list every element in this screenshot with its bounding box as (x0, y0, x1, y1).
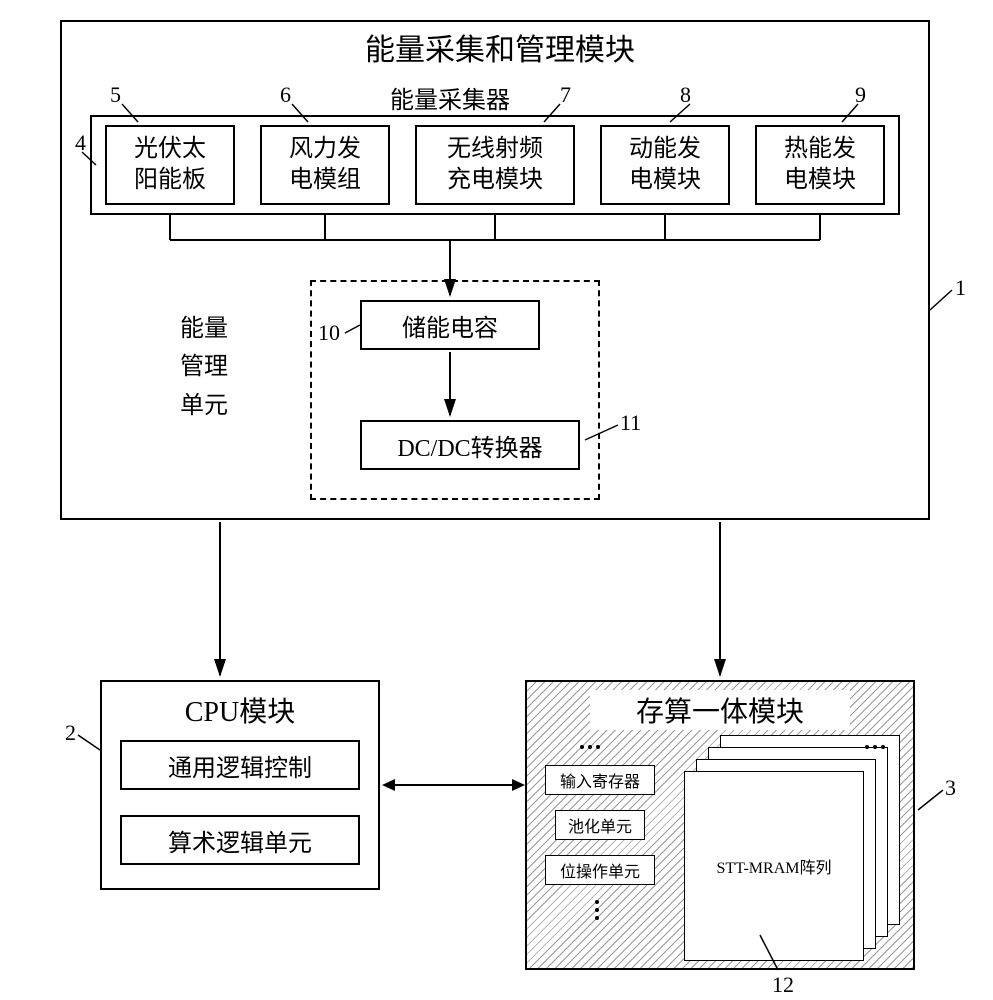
mgmt-unit-label: 能量 管理 单元 (180, 310, 228, 425)
num-4: 4 (75, 130, 86, 156)
stack-card-0: STT-MRAM阵列 (684, 771, 864, 961)
collector-item-thermal: 热能发 电模块 (755, 125, 885, 205)
cpu-item1-label: 通用逻辑控制 (168, 748, 312, 783)
num-1: 1 (955, 275, 966, 301)
collector-item-wind: 风力发 电模组 (260, 125, 390, 205)
cpu-item2-label: 算术逻辑单元 (168, 823, 312, 858)
num-10: 10 (318, 320, 340, 346)
num-2: 2 (65, 720, 76, 746)
collector-item-6-l1: 风力发 (289, 134, 361, 165)
pool-unit: 池化单元 (555, 810, 645, 840)
collector-item-8-l2: 电模块 (629, 165, 701, 196)
num-6: 6 (280, 82, 291, 108)
dcdc-label: DC/DC转换器 (397, 428, 542, 463)
cap-label: 储能电容 (402, 308, 498, 343)
stack-dots (865, 745, 885, 749)
dcdc: DC/DC转换器 (360, 420, 580, 470)
memcomp-title: 存算一体模块 (590, 690, 850, 730)
cpu-item2: 算术逻辑单元 (120, 815, 360, 865)
reg-label: 输入寄存器 (560, 768, 640, 792)
collector-item-rf: 无线射频 充电模块 (415, 125, 575, 205)
num-12: 12 (772, 972, 794, 998)
storage-cap: 储能电容 (360, 300, 540, 350)
cpu-title: CPU模块 (150, 690, 330, 730)
collector-item-7-l2: 充电模块 (447, 165, 543, 196)
collector-item-8-l1: 动能发 (629, 134, 701, 165)
cpu-item1: 通用逻辑控制 (120, 740, 360, 790)
module1-title: 能量采集和管理模块 (300, 25, 700, 69)
num-8: 8 (680, 82, 691, 108)
num-5: 5 (110, 82, 121, 108)
bitop-label: 位操作单元 (560, 858, 640, 882)
collector-item-5-l1: 光伏太 (134, 134, 206, 165)
collector-item-kinetic: 动能发 电模块 (600, 125, 730, 205)
num-7: 7 (560, 82, 571, 108)
bitop-unit: 位操作单元 (545, 855, 655, 885)
mgmt-l1: 能量 (180, 310, 228, 348)
top-dots (580, 745, 600, 749)
collector-title: 能量采集器 (350, 80, 550, 115)
input-reg: 输入寄存器 (545, 765, 655, 795)
num-11: 11 (620, 410, 641, 436)
collector-item-9-l1: 热能发 (784, 134, 856, 165)
collector-item-6-l2: 电模组 (289, 165, 361, 196)
mgmt-l3: 单元 (180, 387, 228, 425)
num-3: 3 (945, 775, 956, 801)
bot-dots (595, 900, 599, 920)
array-label: STT-MRAM阵列 (717, 854, 832, 878)
collector-item-solar: 光伏太 阳能板 (105, 125, 235, 205)
pool-label: 池化单元 (568, 813, 632, 837)
mgmt-l2: 管理 (180, 348, 228, 386)
collector-item-5-l2: 阳能板 (134, 165, 206, 196)
collector-item-9-l2: 电模块 (784, 165, 856, 196)
collector-item-7-l1: 无线射频 (447, 134, 543, 165)
num-9: 9 (855, 82, 866, 108)
